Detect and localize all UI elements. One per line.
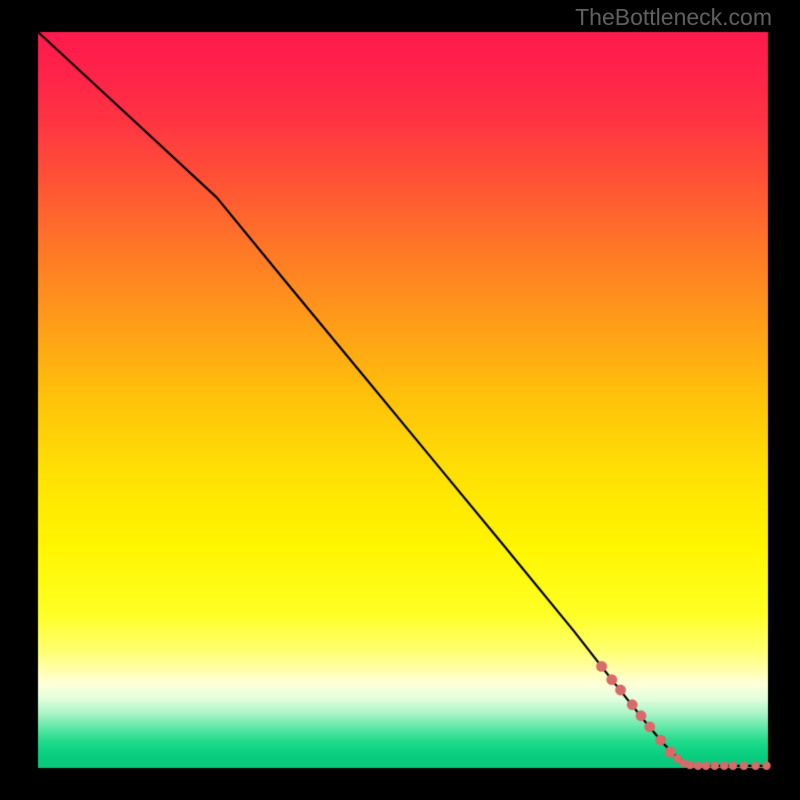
bottleneck-chart-canvas	[0, 0, 800, 800]
chart-stage: TheBottleneck.com	[0, 0, 800, 800]
watermark-text: TheBottleneck.com	[575, 4, 772, 31]
